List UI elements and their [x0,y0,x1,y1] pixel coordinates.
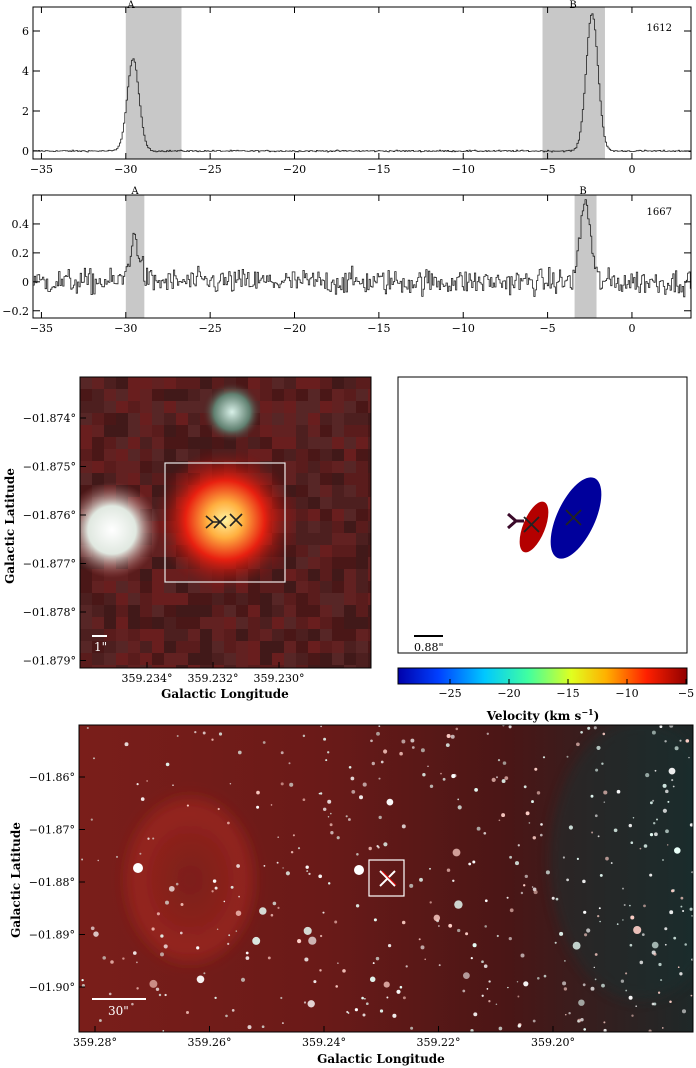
spectrum-1667-frame [32,194,692,319]
colorbar-tick-label: −15 [556,687,579,700]
y-tick-label: −0.2 [2,305,29,318]
zoom-scale-label: 1" [94,640,107,654]
zoom-x-tick-label: 359.234° [122,672,173,685]
bright-star-left [80,482,160,578]
zoom-image-frame [79,376,372,669]
x-tick-label: 0 [628,322,635,335]
wide-x-tick-label: 359.28° [73,1036,117,1049]
band-a-label-1612: A [126,0,135,11]
velocity-band-a [125,7,182,159]
x-tick-label: −20 [283,163,306,176]
target-source-glow [153,448,297,592]
velocity-panel: 0.88" −25 −20 −15 −10 −5 Velocity (km s−1) [397,376,694,723]
velocity-band-b [542,7,605,159]
target-marker-wide [379,870,397,887]
y-tick-label: 0.2 [12,247,30,260]
velocity-colorbar-label: Velocity (km s−1) [486,707,600,723]
star-field [81,725,693,1032]
colorbar-tick-label: −20 [497,687,520,700]
zoom-ylabel: Galactic Latitude [3,468,17,584]
y-tick-label: 6 [22,25,29,38]
velocity-colorbar [397,667,688,685]
y-tick-label: 4 [22,65,29,78]
wide-field-frame [78,724,694,1033]
velocity-band-a [125,195,145,318]
x-tick-label: −5 [539,322,555,335]
band-b-label-1612: B [569,0,576,11]
wide-scale-label: 30" [108,1004,129,1018]
wide-y-tick-label: −01.87° [29,824,75,837]
band-a-label-1667: A [130,186,139,197]
ellipse-component-b [550,477,602,559]
x-tick-label: −20 [283,322,306,335]
x-tick-label: 0 [628,163,635,176]
wide-x-tick-label: 359.22° [417,1036,461,1049]
x-tick-label: −30 [114,163,137,176]
zoom-y-tick-label: −01.878° [23,606,76,619]
x-tick-label: −35 [30,163,53,176]
spectrum-1612-id: 1612 [647,23,672,34]
wide-x-tick-label: 359.26° [188,1036,232,1049]
spectrum-1612-frame [32,6,692,160]
colorbar-tick-label: −10 [615,687,638,700]
y-tick-label: 2 [22,105,29,118]
maser-markers-velocity [507,509,582,533]
y-tick-label: 0 [22,276,29,289]
x-tick-label: −25 [199,163,222,176]
velocity-scale-label: 0.88" [414,641,444,654]
wide-y-tick-label: −01.86° [29,771,75,784]
zoom-y-tick-label: −01.875° [23,461,76,474]
red-bubble-nebula [120,790,260,970]
y-tick-label: 0.4 [12,218,30,231]
wide-ylabel: Galactic Latitude [9,822,23,938]
spectrum-1667-line [33,199,691,298]
x-tick-label: −10 [452,163,475,176]
spectrum-1667-id: 1667 [647,207,672,218]
wide-xlabel: Galactic Longitude [317,1052,445,1066]
wide-y-tick-label: −01.90° [29,981,75,994]
x-tick-label: −15 [367,163,390,176]
wide-x-tick-label: 359.24° [302,1036,346,1049]
spectrum-1612-line [33,13,691,153]
zoom-inner-box [164,462,286,583]
zoom-y-tick-label: −01.879° [23,655,76,668]
wide-field-panel: −01.86° −01.87° −01.88° −01.89° −01.90° 359.2… [9,724,694,1066]
wide-y-tick-label: −01.88° [29,876,75,889]
wide-y-tick-label: −01.89° [29,929,75,942]
star-top [202,382,262,442]
zoom-y-tick-label: −01.877° [23,558,76,571]
band-b-label-1667: B [579,186,586,197]
x-tick-label: −15 [367,322,390,335]
colorbar-tick-label: −5 [678,687,694,700]
colorbar-tick-label: −25 [438,687,461,700]
bright-star-1 [133,863,143,873]
x-tick-label: −10 [452,322,475,335]
spectrum-1612-panel: −35 −30 −25 −20 −15 −10 −5 0 0 2 4 6 A B 1612 [22,0,692,176]
wide-zoom-box [368,859,405,897]
x-tick-label: −25 [199,322,222,335]
velocity-band-b [574,195,597,318]
spectrum-1667-panel: −35 −30 −25 −20 −15 −10 −5 0 −0.2 0 0.2 0.4 A B 166… [2,186,692,335]
wide-x-tick-label: 359.20° [531,1036,575,1049]
maser-markers-zoom [205,513,243,529]
zoom-x-tick-label: 359.230° [254,672,305,685]
bright-star-2 [354,865,364,875]
x-tick-label: −30 [114,322,137,335]
zoom-xlabel: Galactic Longitude [161,687,289,701]
x-tick-label: −35 [30,322,53,335]
zoom-y-tick-label: −01.876° [23,509,76,522]
zoom-y-tick-label: −01.874° [23,412,76,425]
x-tick-label: −5 [539,163,555,176]
zoom-image-panel: −01.874° −01.875° −01.876° −01.877° −01.878°… [3,376,372,701]
zoom-x-tick-label: 359.232° [188,672,239,685]
y-tick-label: 0 [22,145,29,158]
